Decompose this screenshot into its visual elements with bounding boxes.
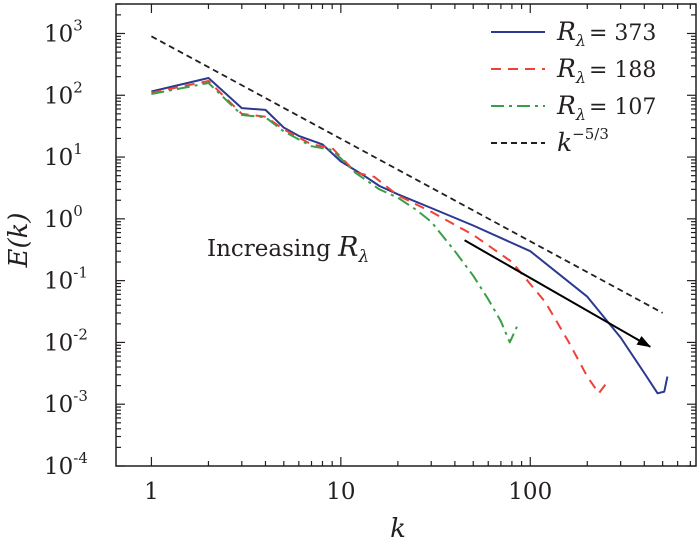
legend-value: = 188 [589,58,656,83]
x-tick-label: 1 [144,479,159,505]
annotation-text: Increasing [207,236,338,262]
y-tick-base: 10 [44,207,73,233]
y-tick-exponent: 1 [73,140,83,158]
y-tick-exponent: -3 [73,387,88,405]
y-tick-label: 10-2 [44,325,88,356]
y-tick-exponent: -4 [73,449,88,467]
annotation-subscript: λ [357,247,369,267]
legend-symbol: R [556,91,576,120]
y-tick-label: 10-1 [44,264,88,295]
legend-entry-3: k−5/3 [557,125,609,157]
legend-symbol: R [556,54,576,83]
annotation-symbol: R [337,232,358,263]
y-tick-exponent: 0 [73,202,83,220]
legend-entry-2: Rλ = 107 [556,91,656,124]
series-line-0 [151,77,669,395]
y-axis-label-text: E(k) [4,212,34,268]
legend-entry-0: Rλ = 373 [556,17,656,50]
annotation-layer: Increasing Rλ [207,232,652,348]
x-tick-label: 100 [508,479,552,505]
y-tick-base: 10 [44,269,73,295]
x-axis-label: k [390,514,406,544]
legend-value: = 373 [589,21,656,46]
y-tick-base: 10 [44,83,73,109]
y-tick-base: 10 [44,330,73,356]
series-layer [150,35,669,395]
increasing-arrow [464,239,652,348]
legend-symbol: k [557,128,572,157]
legend-superscript: −5/3 [572,125,609,143]
y-tick-base: 10 [44,392,73,418]
legend-entry-1: Rλ = 188 [556,54,656,87]
y-tick-label: 10-4 [44,449,88,480]
y-tick-base: 10 [44,145,73,171]
y-tick-exponent: 2 [73,78,83,96]
y-tick-label: 100 [44,202,83,233]
x-tick-label: 10 [326,479,355,505]
y-tick-label: 101 [44,140,83,171]
legend-subscript: λ [575,68,586,87]
plot-frame [115,3,697,467]
y-tick-base: 10 [44,454,73,480]
y-tick-label: 10-3 [44,387,88,418]
legend-subscript: λ [575,31,586,50]
series-line-2 [151,82,518,344]
y-tick-base: 10 [44,21,73,47]
annotation-label: Increasing Rλ [207,232,369,267]
y-tick-exponent: -2 [73,325,88,343]
y-tick-label: 102 [44,78,83,109]
legend-subscript: λ [575,105,586,124]
legend-value: = 107 [589,95,656,120]
series-line-3 [150,35,664,314]
y-tick-exponent: 3 [73,16,83,34]
y-tick-exponent: -1 [73,264,88,282]
y-tick-label: 103 [44,16,83,47]
legend-symbol: R [556,17,576,46]
y-axis-label: E(k) [4,212,34,268]
